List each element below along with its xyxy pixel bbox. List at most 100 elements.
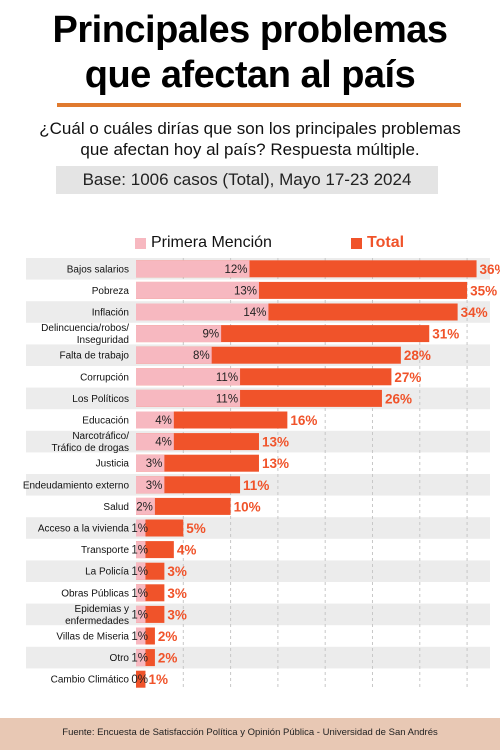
category-label: Salud <box>103 502 129 513</box>
category-label-line: Acceso a la vivienda <box>38 524 130 535</box>
label-first-mention: 1% <box>131 653 148 665</box>
category-label-line: Educación <box>82 416 129 427</box>
category-label-line: Villas de Miseria <box>56 632 129 643</box>
legend-first-mention-label: Primera Mención <box>151 234 272 251</box>
legend-first-mention: Primera Mención <box>135 234 272 252</box>
label-first-mention: 1% <box>131 566 148 578</box>
bar-first-mention <box>136 389 241 407</box>
label-first-mention: 11% <box>216 372 238 384</box>
label-total: 11% <box>243 478 269 493</box>
bar-first-mention <box>136 562 146 580</box>
label-total: 3% <box>167 607 187 622</box>
label-first-mention: 8% <box>193 350 210 362</box>
label-total: 2% <box>158 651 178 666</box>
label-total: 4% <box>177 543 197 558</box>
label-first-mention: 12% <box>224 264 247 276</box>
label-first-mention: 1% <box>131 609 148 621</box>
category-label-line: Otro <box>110 653 130 664</box>
label-total: 26% <box>385 391 412 406</box>
label-first-mention: 2% <box>136 501 153 513</box>
label-first-mention: 11% <box>216 393 238 405</box>
category-label: Los Políticos <box>72 394 129 405</box>
label-total: 5% <box>186 521 206 536</box>
bar-chart: Bajos salarios 12% 36% Pobreza 13% 35% Inflaci… <box>23 258 500 690</box>
category-label-line: Salud <box>103 502 129 513</box>
category-label-line: Inseguridad <box>77 335 129 346</box>
category-label: Transporte <box>81 545 129 556</box>
label-first-mention: 0% <box>131 674 148 686</box>
category-label: Villas de Miseria <box>56 632 129 643</box>
label-total: 34% <box>461 305 488 320</box>
category-label-line: enfermedades <box>65 616 129 627</box>
label-first-mention: 1% <box>131 631 148 643</box>
question-line-1: ¿Cuál o cuáles dirías que son los princi… <box>39 119 461 138</box>
category-label-line: Epidemias y <box>75 604 129 615</box>
bar-first-mention <box>136 411 174 429</box>
source-footer: Fuente: Encuesta de Satisfacción Polític… <box>0 718 500 750</box>
category-label-line: Corrupción <box>80 372 129 383</box>
label-total: 13% <box>262 456 289 471</box>
label-first-mention: 3% <box>146 480 163 492</box>
bar-first-mention <box>136 627 146 645</box>
label-first-mention: 13% <box>234 285 257 297</box>
category-label-line: Transporte <box>81 545 129 556</box>
category-label-line: Obras Públicas <box>61 588 129 599</box>
label-first-mention: 1% <box>131 523 148 535</box>
bar-first-mention <box>136 346 212 364</box>
bar-total <box>136 670 146 688</box>
legend-total-label: Total <box>367 234 405 251</box>
category-label: La Policía <box>85 567 129 578</box>
label-first-mention: 4% <box>155 415 172 427</box>
base-note: Base: 1006 casos (Total), Mayo 17-23 202… <box>56 166 438 194</box>
category-label-line: Pobreza <box>92 286 130 297</box>
category-label-line: Delincuencia/robos/ <box>41 323 129 334</box>
label-total: 3% <box>167 586 187 601</box>
category-label-line: Los Políticos <box>72 394 129 405</box>
category-label-line: Justicia <box>96 459 130 470</box>
bar-total <box>136 519 184 537</box>
bar-first-mention <box>136 497 155 515</box>
category-label-line: Tráfico de drogas <box>52 443 129 454</box>
label-total: 27% <box>394 370 421 385</box>
title-underline <box>57 103 461 107</box>
category-label: Acceso a la vivienda <box>38 524 130 535</box>
category-label-line: Cambio Climático <box>51 675 130 686</box>
label-total: 1% <box>148 672 168 687</box>
bar-first-mention <box>136 260 250 278</box>
category-label: Delincuencia/robos/Inseguridad <box>41 323 129 346</box>
legend-total-swatch <box>351 237 362 249</box>
category-label: Endeudamiento externo <box>23 480 130 491</box>
category-label: Falta de trabajo <box>60 351 130 362</box>
label-total: 36% <box>480 262 500 277</box>
bar-first-mention <box>136 325 222 343</box>
category-label: Educación <box>82 416 129 427</box>
label-first-mention: 3% <box>146 458 163 470</box>
label-total: 28% <box>404 348 431 363</box>
category-label: Pobreza <box>92 286 130 297</box>
category-label: Epidemias y enfermedades <box>65 604 129 627</box>
label-first-mention: 14% <box>243 307 266 319</box>
category-label-line: Inflación <box>92 308 129 319</box>
legend-total: Total <box>351 234 404 252</box>
label-total: 3% <box>167 564 187 579</box>
label-total: 13% <box>262 435 289 450</box>
category-label: Narcotráfico/Tráfico de drogas <box>52 431 130 454</box>
bar-first-mention <box>136 281 259 299</box>
bar-first-mention <box>136 303 269 321</box>
category-label: Obras Públicas <box>61 588 129 599</box>
label-total: 35% <box>470 283 497 298</box>
category-label-line: Endeudamiento externo <box>23 480 130 491</box>
legend-first-mention-swatch <box>135 237 146 249</box>
row-stripe <box>26 646 490 669</box>
bar-first-mention <box>136 649 146 667</box>
label-total: 31% <box>432 327 459 342</box>
category-label-line: Narcotráfico/ <box>72 431 129 442</box>
category-label: Justicia <box>96 459 130 470</box>
bar-total <box>136 497 231 515</box>
bar-first-mention <box>136 433 174 451</box>
category-label: Otro <box>110 653 130 664</box>
label-first-mention: 1% <box>131 588 148 600</box>
bar-first-mention <box>136 476 165 494</box>
category-label-line: Falta de trabajo <box>60 351 130 362</box>
bar-first-mention <box>136 584 146 602</box>
